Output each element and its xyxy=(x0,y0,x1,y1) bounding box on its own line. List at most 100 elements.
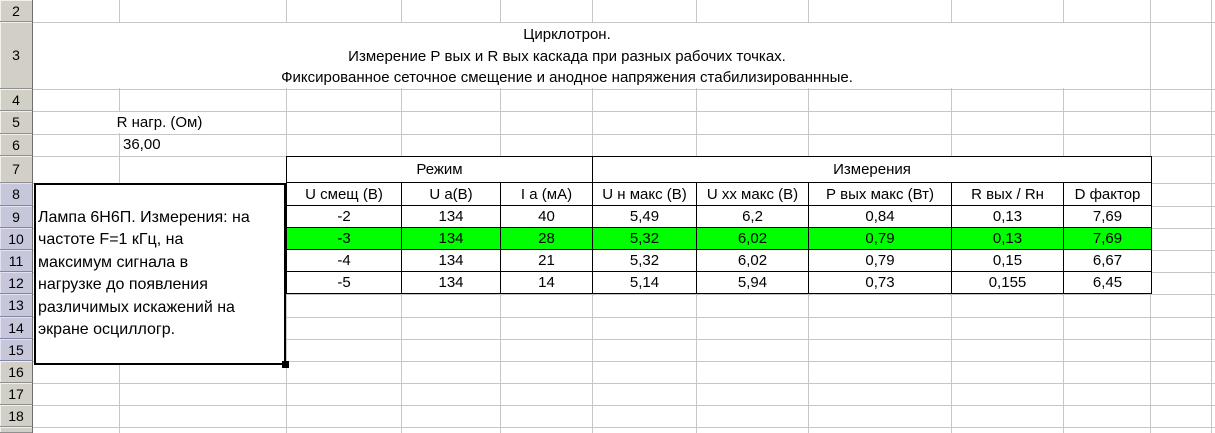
table-cell[interactable]: 134 xyxy=(402,228,501,250)
table-cell[interactable]: 5,32 xyxy=(593,228,697,250)
row-header-9[interactable]: 9 xyxy=(0,206,32,228)
row-header-16[interactable]: 16 xyxy=(0,361,32,383)
table-cell[interactable]: 0,79 xyxy=(809,228,952,250)
table-cell[interactable]: 6,02 xyxy=(697,228,809,250)
row-number: 10 xyxy=(8,230,24,247)
row-header-15[interactable]: 15 xyxy=(0,339,32,361)
merged-title-cell-mask xyxy=(34,23,1148,88)
table-cell[interactable]: 134 xyxy=(402,250,501,272)
column-header[interactable]: R вых / Rн xyxy=(952,183,1064,206)
gridline xyxy=(33,22,1215,23)
table-cell[interactable]: 21 xyxy=(501,250,593,272)
row-number: 15 xyxy=(8,341,24,358)
gridline xyxy=(33,383,1215,384)
column-header[interactable]: I а (мА) xyxy=(501,183,593,206)
row-header-6[interactable]: 6 xyxy=(0,134,32,156)
row-number: 8 xyxy=(12,186,20,202)
group-header-mode[interactable]: Режим xyxy=(287,157,593,183)
row-header-5[interactable]: 5 xyxy=(0,111,32,134)
row-number: 17 xyxy=(8,385,24,402)
title-cell[interactable]: Цирклотрон. Измерение Р вых и R вых каск… xyxy=(33,24,1101,89)
table-cell[interactable]: 28 xyxy=(501,228,593,250)
table-cell[interactable]: 6,2 xyxy=(697,206,809,228)
table-cell[interactable]: 0,73 xyxy=(809,272,952,294)
gridline xyxy=(33,317,1215,318)
gridline xyxy=(33,294,1215,295)
row-header-11[interactable]: 11 xyxy=(0,250,32,272)
row-number: 5 xyxy=(12,114,20,130)
row-header-4[interactable]: 4 xyxy=(0,89,32,111)
row-header-13[interactable]: 13 xyxy=(0,294,32,317)
table-cell[interactable]: 5,14 xyxy=(593,272,697,294)
gridline xyxy=(33,427,1215,428)
row-number: 14 xyxy=(8,319,24,336)
note-line: экране осциллогр. xyxy=(38,321,176,338)
row-header-18[interactable]: 18 xyxy=(0,405,32,427)
gridline xyxy=(33,405,1215,406)
table-cell[interactable]: 0,15 xyxy=(952,250,1064,272)
table-cell[interactable]: 0,84 xyxy=(809,206,952,228)
table-cell[interactable]: 7,69 xyxy=(1064,228,1152,250)
table-cell[interactable]: 40 xyxy=(501,206,593,228)
row-number: 13 xyxy=(8,297,24,313)
table-cell[interactable]: -4 xyxy=(287,250,402,272)
table-cell[interactable]: 134 xyxy=(402,206,501,228)
title-line: Измерение Р вых и R вых каскада при разн… xyxy=(348,47,786,65)
note-line: нагрузке до появления xyxy=(38,276,208,293)
table-cell[interactable]: 0,13 xyxy=(952,206,1064,228)
table-cell[interactable]: 5,49 xyxy=(593,206,697,228)
table-cell[interactable]: 7,69 xyxy=(1064,206,1152,228)
table-cell[interactable]: 14 xyxy=(501,272,593,294)
column-header[interactable]: U н макс (В) xyxy=(593,183,697,206)
table-cell[interactable]: -5 xyxy=(287,272,402,294)
table-cell[interactable]: 5,32 xyxy=(593,250,697,272)
table-cell[interactable]: 0,155 xyxy=(952,272,1064,294)
row-header-3[interactable]: 3 xyxy=(0,22,32,89)
row-header-8[interactable]: 8 xyxy=(0,183,32,206)
note-textbox[interactable]: Лампа 6Н6П. Измерения: на частоте F=1 кГ… xyxy=(34,183,286,365)
row-header-12[interactable]: 12 xyxy=(0,272,32,294)
textbox-resize-handle[interactable] xyxy=(282,361,289,368)
table-cell[interactable]: -3 xyxy=(287,228,402,250)
table-cell[interactable]: 6,02 xyxy=(697,250,809,272)
merged-label-cell-mask xyxy=(34,112,285,133)
row-number: 4 xyxy=(12,91,20,108)
table-cell[interactable]: -2 xyxy=(287,206,402,228)
row-header-10[interactable]: 10 xyxy=(0,228,32,250)
column-header[interactable]: U хх макс (В) xyxy=(697,183,809,206)
row-number: 18 xyxy=(8,407,24,424)
load-resistance-label-cell[interactable]: R нагр. (Ом) xyxy=(116,114,203,131)
row-header-17[interactable]: 17 xyxy=(0,383,32,405)
gridline xyxy=(33,134,1215,135)
title-line: Фиксированное сеточное смещение и анодно… xyxy=(281,69,853,86)
row-header-2[interactable]: 2 xyxy=(0,0,32,22)
row-number: 16 xyxy=(8,363,24,380)
load-resistance-value-cell[interactable]: 36,00 xyxy=(123,136,161,153)
note-line: частоте F=1 кГц, на xyxy=(38,231,184,248)
table-cell[interactable]: 134 xyxy=(402,272,501,294)
column-header[interactable]: U смещ (В) xyxy=(287,183,402,206)
row-header-column: 2 3 4 5 6 7 8 9 10 11 12 13 14 15 16 17 … xyxy=(0,0,33,433)
column-header[interactable]: Р вых макс (Вт) xyxy=(809,183,952,206)
gridline xyxy=(33,111,1215,112)
note-line: различимых искажений на xyxy=(38,298,235,316)
title-line: Цирклотрон. xyxy=(523,26,611,43)
group-header-measurements[interactable]: Измерения xyxy=(593,157,1152,183)
table-cell[interactable]: 6,45 xyxy=(1064,272,1152,294)
column-header[interactable]: U а(В) xyxy=(402,183,501,206)
gridline xyxy=(1211,0,1212,433)
row-header-14[interactable]: 14 xyxy=(0,317,32,339)
row-header-7[interactable]: 7 xyxy=(0,156,32,183)
gridline xyxy=(33,361,1215,362)
table-cell[interactable]: 5,94 xyxy=(697,272,809,294)
column-header[interactable]: D фактор xyxy=(1064,183,1152,206)
row-number: 9 xyxy=(12,208,20,225)
note-line: Лампа 6Н6П. Измерения: на xyxy=(38,208,250,226)
row-number: 11 xyxy=(8,252,24,269)
table-cell[interactable]: 0,79 xyxy=(809,250,952,272)
row-header-partial[interactable] xyxy=(0,427,32,433)
table-cell[interactable]: 0,13 xyxy=(952,228,1064,250)
row-number: 12 xyxy=(8,274,24,291)
table-cell[interactable]: 6,67 xyxy=(1064,250,1152,272)
note-line: максимум сигнала в xyxy=(38,253,189,271)
